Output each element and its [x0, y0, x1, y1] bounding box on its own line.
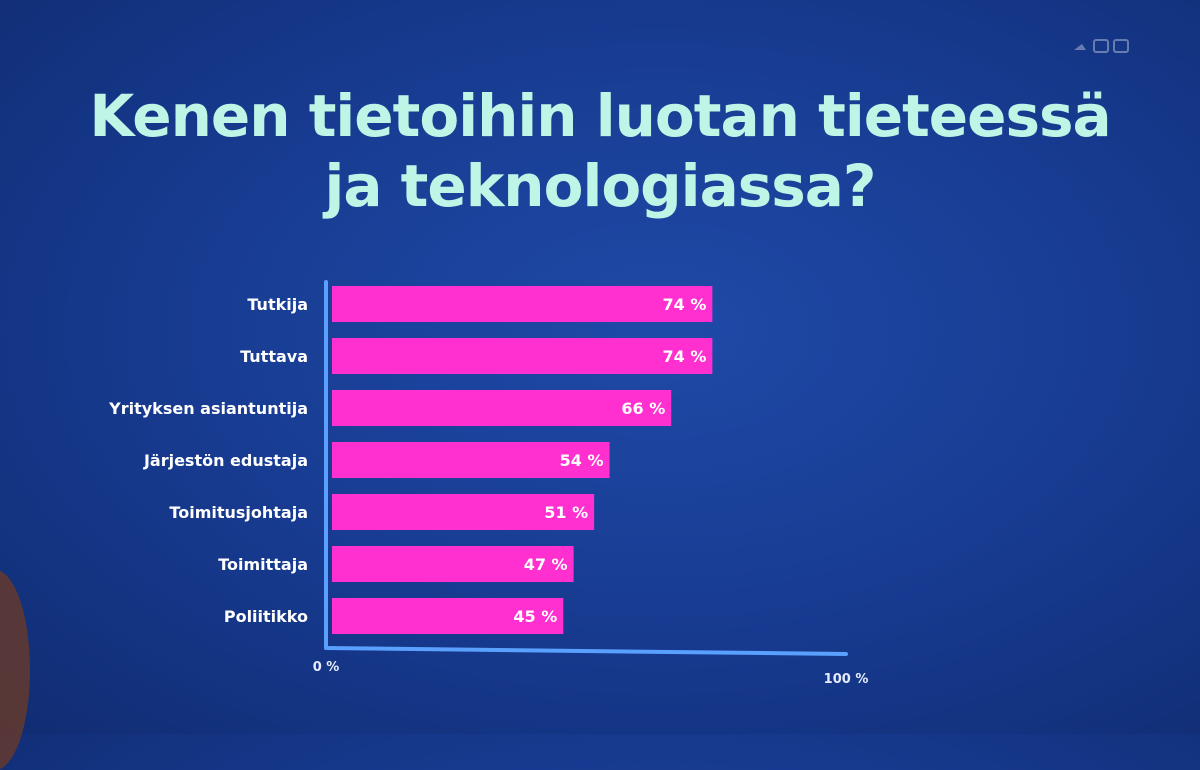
category-label-3: Järjestön edustaja — [143, 451, 308, 470]
value-label-0: 74 % — [662, 295, 706, 314]
value-label-1: 74 % — [662, 347, 706, 366]
bar-3 — [332, 442, 610, 478]
x-tick-label-0: 0 % — [313, 660, 340, 675]
value-label-5: 47 % — [524, 555, 568, 574]
title-line-1: Kenen tietoihin luotan tieteessä — [89, 82, 1111, 150]
x-axis-line — [324, 646, 848, 656]
value-label-3: 54 % — [560, 451, 604, 470]
value-label-2: 66 % — [621, 399, 665, 418]
bar-0 — [332, 286, 713, 322]
title-line-2: ja teknologiassa? — [324, 151, 876, 220]
x-tick-label-100: 100 % — [824, 672, 869, 687]
category-label-2: Yrityksen asiantuntija — [108, 399, 308, 418]
value-label-6: 45 % — [513, 607, 557, 626]
category-label-0: Tutkija — [247, 295, 308, 314]
bar-6 — [332, 598, 564, 634]
chart-title: Kenen tietoihin luotan tieteessä ja tekn… — [0, 82, 1200, 221]
bar-5 — [332, 546, 574, 582]
bar-2 — [332, 390, 672, 426]
category-label-1: Tuttava — [240, 347, 308, 366]
bar-chart: Tutkija 74 % Tuttava 74 % Yrityksen asiantun… — [108, 280, 869, 687]
category-label-6: Poliitikko — [224, 607, 308, 626]
category-label-4: Toimitusjohtaja — [169, 503, 308, 522]
bar-1 — [332, 338, 713, 374]
bars-group: Tutkija 74 % Tuttava 74 % Yrityksen asiantun… — [108, 286, 713, 634]
value-label-4: 51 % — [544, 503, 588, 522]
logo-icon — [1074, 39, 1129, 53]
category-label-5: Toimittaja — [218, 555, 308, 574]
bar-4 — [332, 494, 595, 530]
